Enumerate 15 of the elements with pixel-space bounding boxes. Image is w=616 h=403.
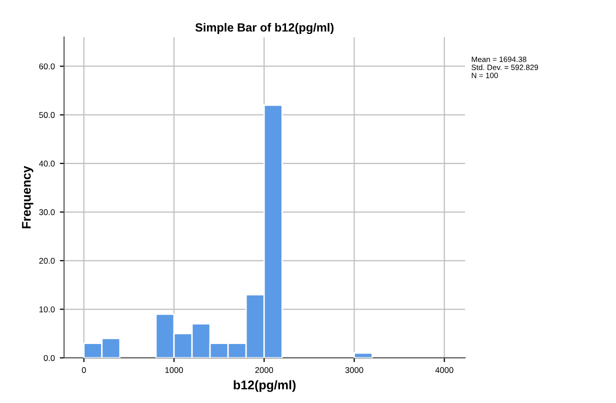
y-tick-label: 50.0 (39, 112, 55, 118)
y-tick-label: 40.0 (39, 160, 55, 167)
y-tick-label: 60.0 (39, 63, 55, 70)
x-tick-label: 1000 (165, 367, 183, 374)
y-tick-label: 20.0 (39, 258, 55, 264)
x-axis-title: b12(pg/ml) (234, 380, 296, 392)
x-tick-label: 3000 (345, 367, 364, 374)
y-tick-label: 10.0 (39, 306, 55, 312)
chart-title: Simple Bar of b12(pg/ml) (195, 22, 334, 34)
y-axis-title: Frequency (22, 166, 34, 228)
y-tick-label: 0.0 (44, 355, 55, 361)
x-tick-label: 0 (82, 367, 86, 374)
y-tick-label: 30.0 (39, 209, 55, 216)
x-tick-label: 4000 (435, 367, 454, 374)
x-tick-label: 2000 (255, 367, 274, 374)
